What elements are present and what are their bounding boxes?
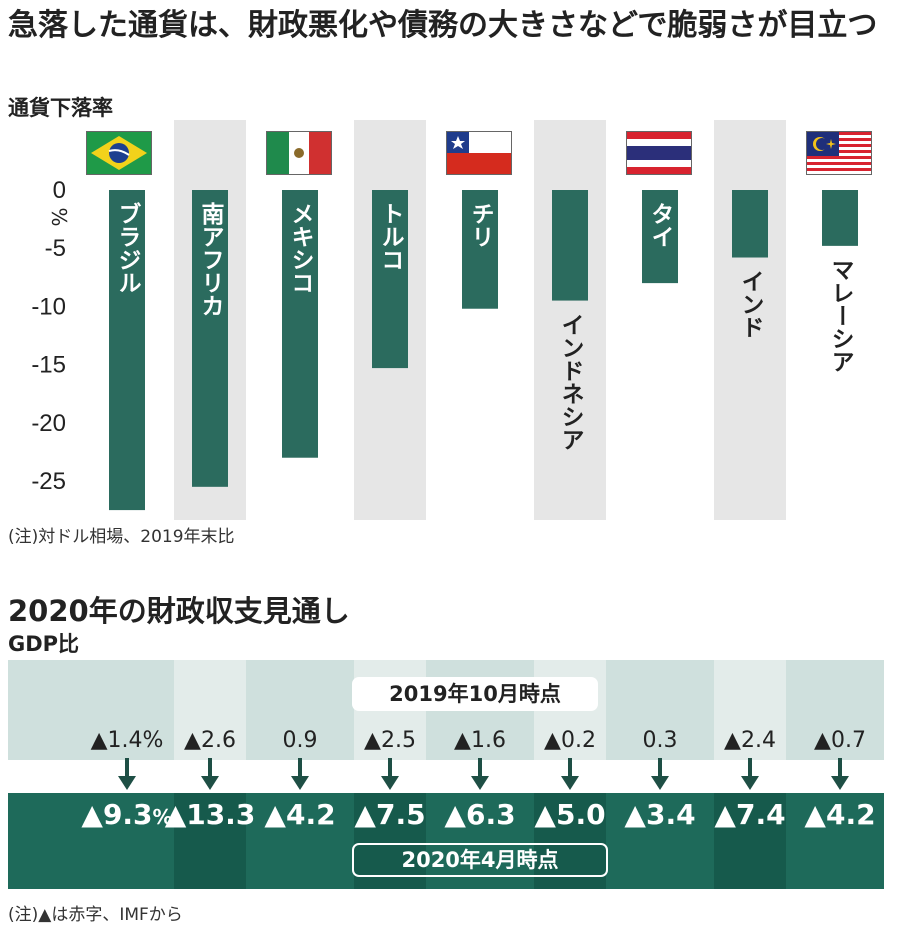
bar (109, 190, 145, 511)
fiscal-note: (注)▲は赤字、IMFから (8, 905, 183, 925)
bar (192, 190, 228, 487)
bar-category-label: ブラジル (114, 201, 141, 294)
bar-category-label: 南アフリカ (197, 202, 225, 317)
bar (822, 190, 858, 246)
arrow-down-icon (380, 758, 400, 792)
fiscal-unit: GDP比 (8, 632, 80, 656)
arrow-down-icon (117, 758, 137, 792)
fiscal-value-2019: ▲2.6 (184, 728, 236, 753)
fiscal-value-2019: 0.9 (282, 728, 318, 753)
arrow-down-icon (470, 758, 490, 792)
currency-decline-chart: 0 -5 -10 -15 -20 -25% ブラジル 南アフリカ メキシコ トルコ チリインドネシア… (31, 120, 858, 520)
bar (732, 190, 768, 258)
bar-category-label: マレーシア (827, 258, 853, 373)
fiscal-value-2020: ▲5.0 (534, 798, 606, 831)
mexico-flag-icon (266, 131, 332, 175)
arrow-down-icon (560, 758, 580, 792)
bar-category-label: タイ (647, 202, 674, 248)
y-tick-label: -10 (31, 293, 66, 320)
arrow-down-icon (200, 758, 220, 792)
fiscal-column-stripe (354, 793, 426, 889)
chile-flag-icon (446, 131, 512, 175)
arrow-down-icon (650, 758, 670, 792)
fiscal-value-2019: ▲1.6 (454, 728, 506, 753)
column-stripe (534, 120, 606, 520)
fiscal-column-stripe (534, 793, 606, 889)
y-tick-label: 0 (53, 177, 66, 204)
fiscal-column-stripe (714, 793, 786, 889)
bar-category-label: トルコ (377, 202, 404, 271)
bar-category-label: チリ (467, 202, 493, 248)
fiscal-value-2020: ▲4.2 (804, 798, 876, 831)
bar (642, 190, 678, 284)
bar (462, 190, 498, 309)
fiscal-value-2019: ▲2.5 (364, 728, 416, 753)
bar-category-label: メキシコ (287, 202, 313, 294)
chart-title: 急落した通貨は、財政悪化や債務の大きさなどで脆弱さが目立つ (8, 8, 878, 43)
fiscal-value-2020: ▲7.5 (354, 798, 426, 831)
fiscal-column-stripe (174, 660, 246, 760)
fiscal-value-2020: ▲4.2 (264, 798, 336, 831)
fiscal-value-2020: ▲9.3% (81, 798, 173, 831)
y-axis-unit: % (47, 207, 71, 226)
chart-note: (注)対ドル相場、2019年末比 (8, 527, 235, 547)
chart-subtitle: 通貨下落率 (8, 96, 113, 120)
brazil-flag-icon (86, 131, 152, 175)
fiscal-value-2020: ▲6.3 (444, 798, 516, 831)
fiscal-value-2019: ▲1.4% (90, 728, 164, 753)
fiscal-value-2019: ▲2.4 (724, 728, 776, 753)
y-tick-label: -25 (31, 468, 66, 495)
label-2019-oct: 2019年10月時点 (352, 677, 598, 711)
fiscal-value-2019: ▲0.2 (544, 728, 596, 753)
y-tick-label: -5 (45, 235, 66, 262)
malaysia-flag-icon (806, 131, 872, 175)
bar-category-label: インド (737, 270, 764, 339)
fiscal-value-2019: 0.3 (642, 728, 678, 753)
arrow-down-icon (290, 758, 310, 792)
arrow-down-icon (830, 758, 850, 792)
bar (282, 190, 318, 458)
bar (372, 190, 408, 369)
label-2020-apr: 2020年4月時点 (352, 843, 608, 877)
fiscal-column-stripe (714, 660, 786, 760)
fiscal-value-2020: ▲3.4 (624, 798, 696, 831)
fiscal-value-2020: ▲13.3 (164, 798, 256, 831)
column-stripe (714, 120, 786, 520)
arrow-down-icon (740, 758, 760, 792)
thailand-flag-icon (626, 131, 692, 175)
y-tick-label: -15 (31, 352, 66, 379)
fiscal-title: 2020年の財政収支見通し (8, 594, 350, 628)
fiscal-value-2019: ▲0.7 (814, 728, 866, 753)
y-tick-label: -20 (31, 410, 66, 437)
fiscal-column-stripe (174, 793, 246, 889)
bar-category-label: インドネシア (557, 313, 584, 451)
bar (552, 190, 588, 301)
fiscal-value-2020: ▲7.4 (714, 798, 786, 831)
